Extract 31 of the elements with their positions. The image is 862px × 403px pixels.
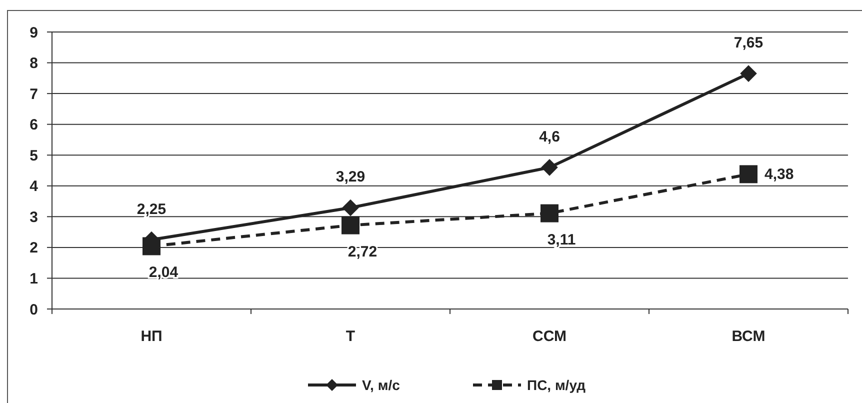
data-label: 4,6 xyxy=(539,128,560,146)
y-tick-label: 6 xyxy=(30,116,38,134)
point xyxy=(540,204,558,222)
legend-label: V, м/с xyxy=(362,376,400,393)
y-tick-label: 0 xyxy=(30,301,38,318)
y-tick-label: 2 xyxy=(30,240,38,257)
data-label: 3,11 xyxy=(547,231,576,248)
data-label: 3,29 xyxy=(336,168,366,186)
x-tick-label: Т xyxy=(346,328,356,345)
point xyxy=(740,65,757,82)
data-label: 7,65 xyxy=(734,34,764,52)
y-tick-label: 3 xyxy=(30,208,38,226)
y-tick-label: 4 xyxy=(30,178,39,196)
y-tick-label: 7 xyxy=(30,86,38,103)
y-tick-label: 9 xyxy=(30,24,38,42)
data-label: 2,25 xyxy=(136,200,166,218)
y-tick-label: 1 xyxy=(30,270,38,288)
legend-label: ПС, м/уд xyxy=(527,376,586,393)
data-label: 2,72 xyxy=(348,243,378,260)
data-label: 2,04 xyxy=(148,264,179,282)
point xyxy=(740,165,758,184)
point xyxy=(541,159,558,176)
x-tick-label: НП xyxy=(140,328,162,345)
point xyxy=(342,216,360,234)
x-tick-label: ССМ xyxy=(532,328,566,345)
y-tick-label: 8 xyxy=(30,55,38,72)
data-label: 4,38 xyxy=(764,166,794,184)
point xyxy=(142,237,160,256)
y-tick-label: 5 xyxy=(30,147,38,164)
x-tick-label: ВСМ xyxy=(732,328,766,345)
point xyxy=(342,199,359,216)
